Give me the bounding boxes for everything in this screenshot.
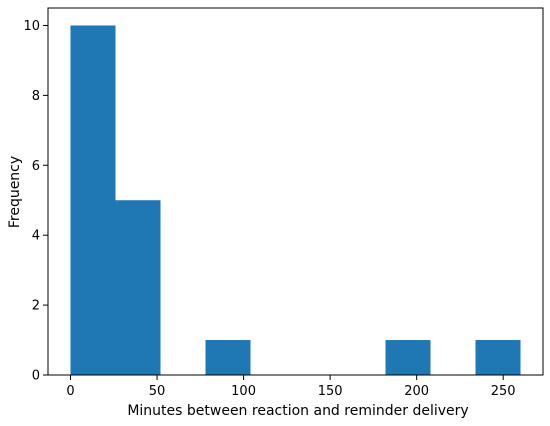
plot-frame: [47, 7, 544, 376]
x-tick-label: 150: [318, 384, 343, 399]
x-tick-label: 250: [491, 384, 516, 399]
histogram-bar-9: [475, 340, 521, 375]
y-axis-label: Frequency: [7, 156, 23, 228]
histogram-bar-3: [205, 340, 251, 375]
y-tick-label: 10: [23, 19, 40, 34]
x-tick-label: 200: [404, 384, 429, 399]
x-axis-label: Minutes between reaction and reminder de…: [127, 403, 468, 419]
histogram-bars: [70, 25, 521, 375]
y-tick-label: 4: [32, 229, 40, 244]
histogram-bar-1: [115, 200, 161, 375]
x-tick-label: 0: [66, 384, 74, 399]
histogram-bar-7: [385, 340, 431, 375]
x-tick-label: 50: [149, 384, 166, 399]
x-tick-label: 100: [231, 384, 256, 399]
y-tick-label: 2: [32, 299, 40, 314]
histogram-bar-0: [70, 25, 116, 375]
y-tick-label: 8: [32, 89, 40, 104]
y-tick-label: 6: [32, 159, 40, 174]
y-axis: 0 2 4 6 8 10: [23, 19, 48, 384]
x-axis: 0 50 100 150 200 250: [66, 375, 516, 399]
y-tick-label: 0: [32, 369, 40, 384]
